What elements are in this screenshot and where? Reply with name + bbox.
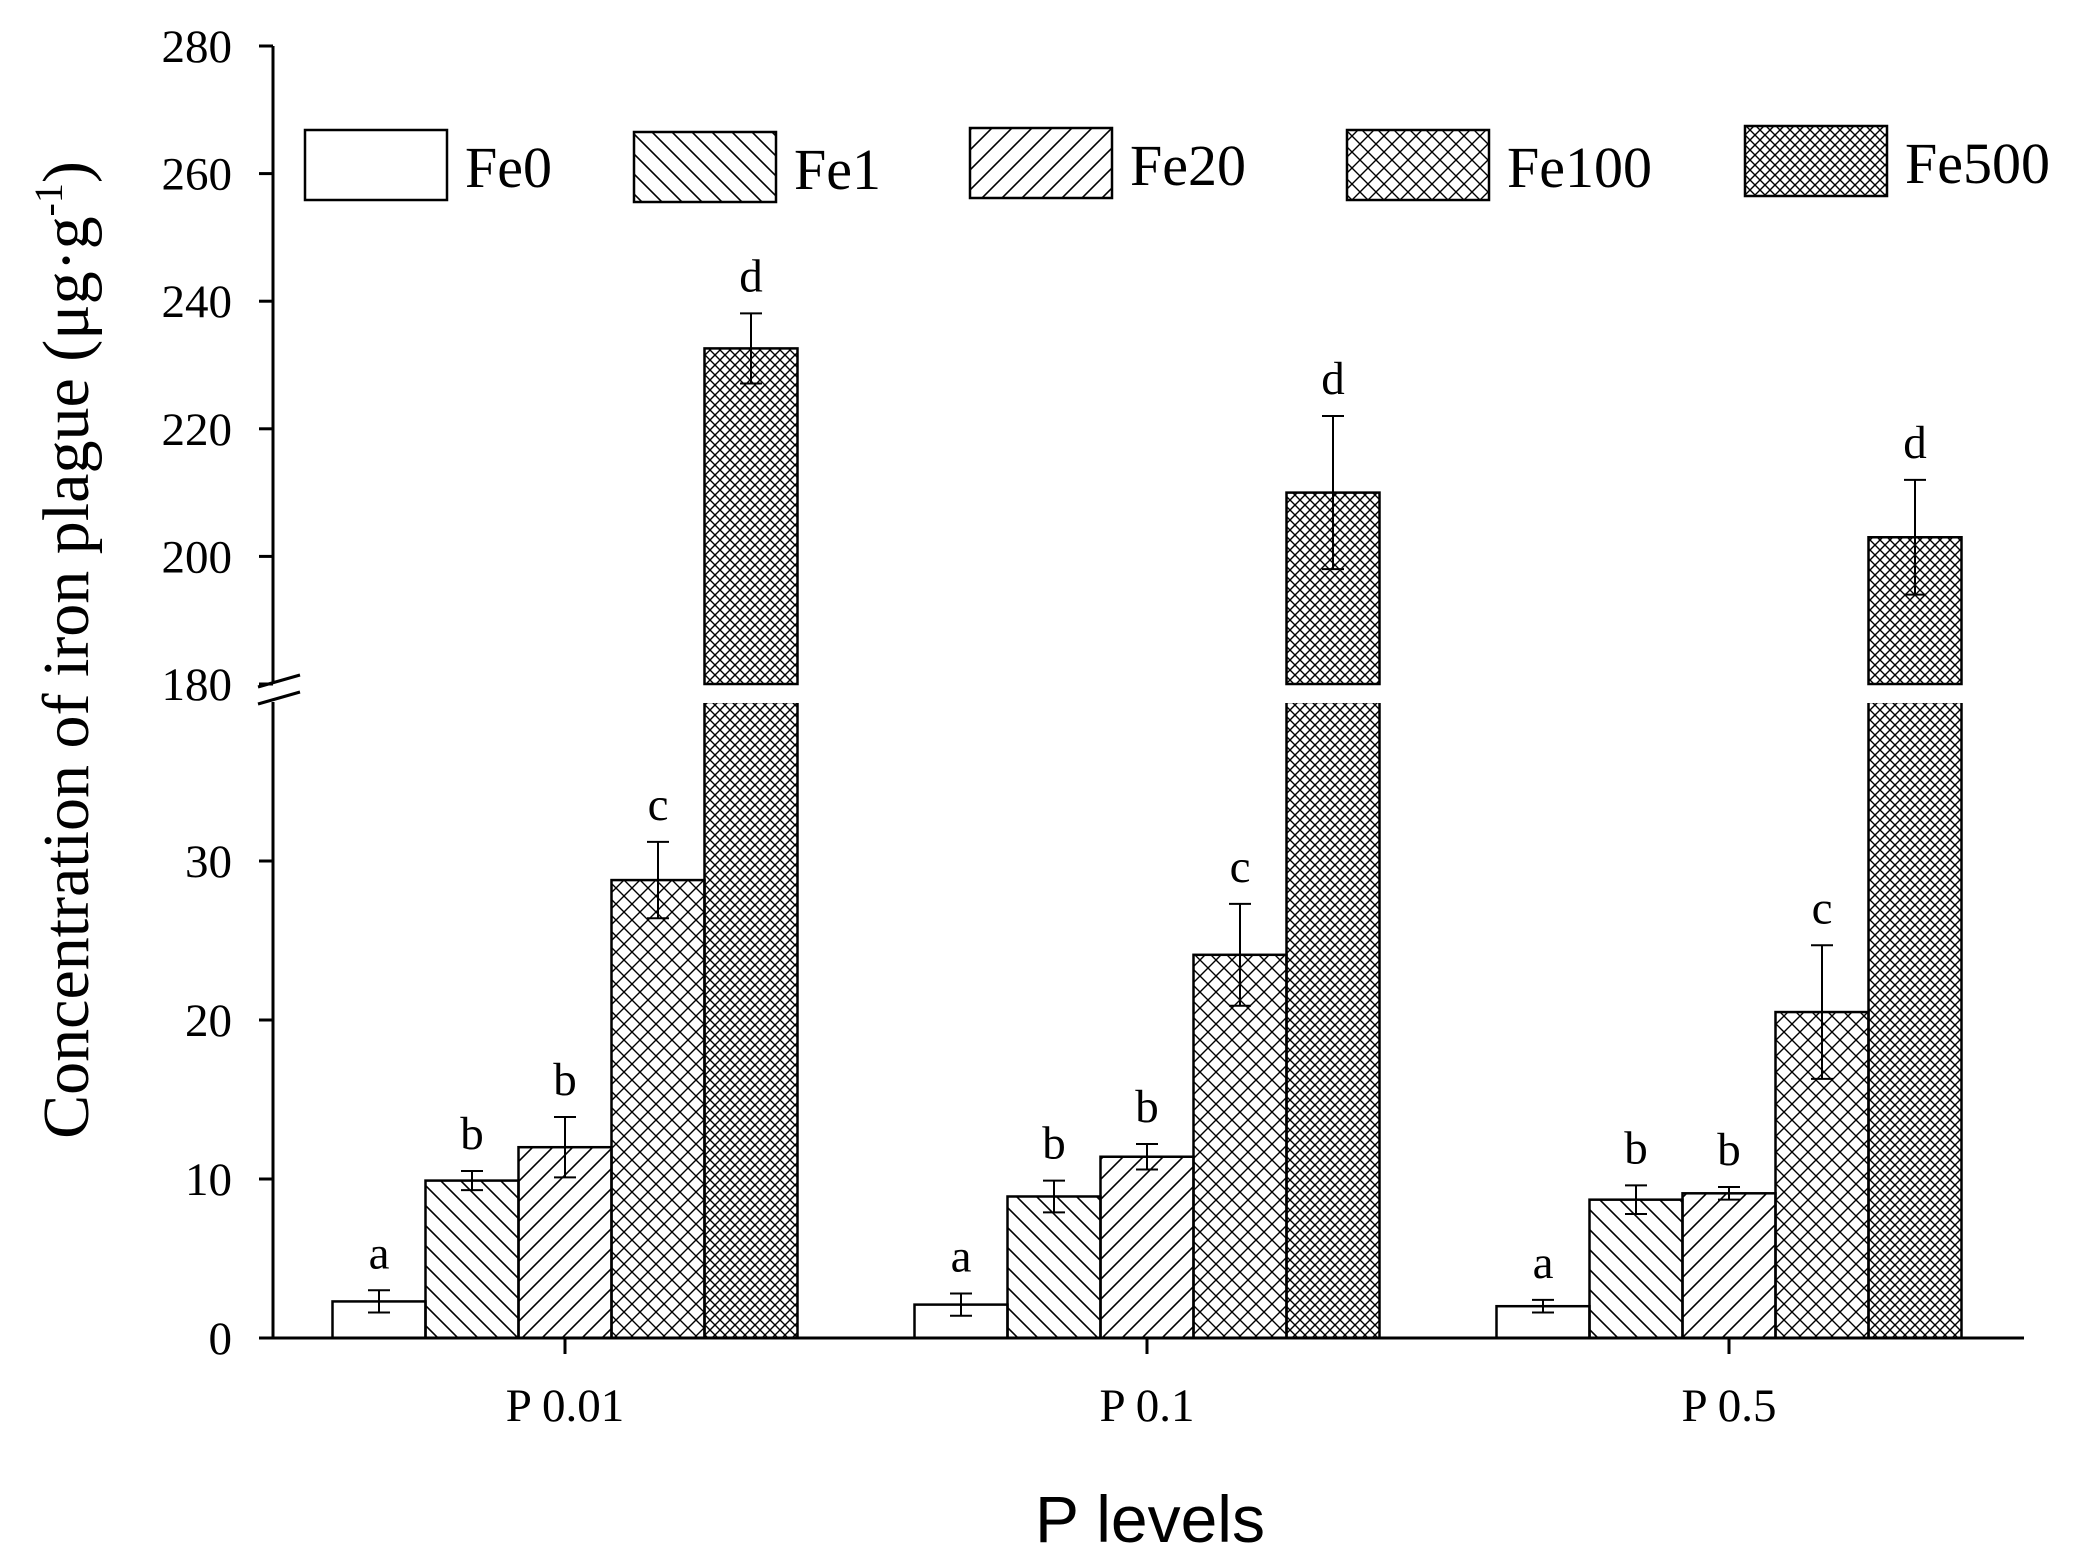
legend-swatch <box>968 126 1114 200</box>
significance-letter: d <box>1903 417 1927 469</box>
x-tick-label: P 0.1 <box>1100 1380 1195 1432</box>
significance-letter: b <box>1042 1118 1066 1170</box>
significance-letter: b <box>1717 1124 1741 1176</box>
legend-label: Fe20 <box>1130 133 1246 198</box>
y-axis-label: Concentration of iron plague (μg·g-1) <box>26 161 103 1139</box>
bar-lower-segment <box>1867 700 1963 1340</box>
bar <box>1588 1198 1684 1340</box>
significance-letter: b <box>553 1054 577 1106</box>
bar <box>1006 1195 1102 1340</box>
legend-label: Fe0 <box>465 135 552 200</box>
bar <box>703 347 799 686</box>
y-tick-label: 0 <box>209 1313 233 1365</box>
significance-letter: a <box>1533 1237 1554 1289</box>
bars <box>331 347 1963 1340</box>
x-ticks: P 0.01 P 0.1 P 0.5 <box>506 1338 1777 1432</box>
bar <box>610 878 706 1340</box>
bar-lower-segment <box>703 700 799 1340</box>
significance-letter: c <box>1812 882 1833 934</box>
y-axis-label-close: ) <box>30 161 103 183</box>
significance-letters: a a a b b b b b b c c c d d d <box>369 250 1927 1289</box>
y-tick-label: 180 <box>162 659 233 711</box>
legend-swatch <box>303 128 449 202</box>
significance-letter: b <box>1135 1081 1159 1133</box>
x-tick-label: P 0.01 <box>506 1380 624 1432</box>
x-axis-label: P levels <box>1035 1482 1265 1556</box>
bar-lower-segment <box>1285 700 1381 1340</box>
legend-swatch <box>632 130 778 204</box>
significance-letter: d <box>1321 353 1345 405</box>
axis-break-mark-2 <box>257 690 301 706</box>
legend-swatch <box>1743 124 1889 198</box>
significance-letter: b <box>460 1108 484 1160</box>
bar <box>424 1179 520 1340</box>
significance-letter: a <box>369 1227 390 1279</box>
legend-swatch <box>1345 128 1491 202</box>
legend: Fe0 Fe1 Fe20 Fe100 Fe500 <box>303 124 2050 204</box>
y-tick-label: 20 <box>185 995 232 1047</box>
error-bars <box>368 312 1926 1317</box>
legend-label: Fe1 <box>794 137 881 202</box>
legend-label: Fe500 <box>1905 131 2050 196</box>
y-tick-label: 10 <box>185 1154 232 1206</box>
axis-break-gap <box>200 688 2030 703</box>
bar <box>1099 1155 1195 1340</box>
y-tick-label: 280 <box>162 21 233 73</box>
y-tick-label: 200 <box>162 531 233 583</box>
legend-label: Fe100 <box>1507 135 1652 200</box>
y-tick-label: 220 <box>162 404 233 456</box>
bar <box>1681 1192 1777 1340</box>
significance-letter: c <box>648 779 669 831</box>
y-axis-label-superscript: -1 <box>26 183 71 216</box>
x-tick-label: P 0.5 <box>1682 1380 1777 1432</box>
significance-letter: c <box>1230 841 1251 893</box>
significance-letter: a <box>951 1230 972 1282</box>
bar <box>1192 953 1288 1340</box>
significance-letter: d <box>739 250 763 302</box>
y-tick-label: 260 <box>162 149 233 201</box>
y-tick-label: 240 <box>162 276 233 328</box>
y-ticks: 0 10 20 30 180 200 220 240 260 280 <box>162 21 273 1365</box>
significance-letter: b <box>1624 1122 1648 1174</box>
y-tick-label: 30 <box>185 836 232 888</box>
